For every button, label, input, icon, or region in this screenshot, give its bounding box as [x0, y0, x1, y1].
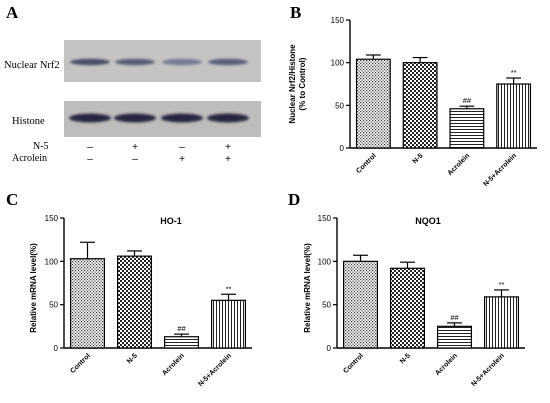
- y-axis-label-b-0: Nuclear Nrf2/Histone: [288, 44, 297, 124]
- panel-letter-b: B: [290, 3, 301, 22]
- western-blot: Nuclear Nrf2 Histone N-5 Acrolein – + – +– –…: [4, 40, 261, 165]
- sign-1-1: –: [87, 142, 93, 153]
- treatment-label-n5: N-5: [33, 141, 49, 152]
- panel-letter-a: A: [6, 3, 19, 22]
- chart-c: 0 50 100 150 Relative mRNA level(%) HO-1 Contr…: [29, 214, 252, 388]
- histone-band-3: [161, 113, 203, 123]
- category-label-d-2: N-5: [399, 352, 412, 365]
- y-axis-label-d-0: Relative mRNA level(%): [303, 243, 312, 333]
- y-tick-label-b-2: 100: [331, 59, 345, 68]
- bar-c-1: [69, 258, 106, 349]
- y-tick-label-d-2: 100: [318, 257, 332, 266]
- significance-d-4: **: [499, 280, 505, 289]
- bar-d-1: [342, 260, 379, 349]
- nrf2-band-2: [115, 58, 155, 66]
- histone-band-4: [207, 113, 249, 123]
- nrf2-bands: [70, 58, 248, 66]
- category-label-b-3: Acrolein: [447, 152, 472, 177]
- bar-d-4: [483, 296, 520, 349]
- significance-b-4: **: [511, 68, 517, 77]
- bar-c-3: [163, 336, 200, 349]
- category-label-b-4: N-5+Acrolein: [482, 152, 518, 188]
- category-label-b-1: Control: [355, 152, 378, 175]
- nrf2-band-4: [208, 58, 248, 66]
- sign-2-3: +: [179, 154, 185, 165]
- category-label-b-2: N-5: [412, 152, 425, 165]
- bar-d-2: [389, 267, 426, 349]
- nrf2-band-1: [70, 58, 110, 66]
- y-tick-label-c-3: 150: [45, 214, 59, 223]
- bar-b-1: [355, 58, 391, 149]
- bar-c-4: [210, 299, 247, 349]
- sign-1-2: +: [132, 142, 138, 153]
- nrf2-band-3: [162, 58, 202, 66]
- significance-c-4: **: [226, 284, 232, 293]
- y-tick-label-d-0: 0: [327, 344, 332, 353]
- histone-bands: [69, 113, 249, 123]
- sign-2-4: +: [225, 154, 231, 165]
- bar-d-3: [436, 325, 473, 349]
- y-tick-label-d-1: 50: [322, 301, 331, 310]
- sign-2-2: –: [132, 154, 138, 165]
- bar-c-2: [116, 255, 153, 349]
- chart-title-c: HO-1: [160, 216, 182, 226]
- histone-band-2: [114, 113, 156, 123]
- y-axis-label-b-1: (% to Control): [298, 57, 307, 110]
- bar-b-4: [496, 83, 532, 149]
- category-label-d-4: N-5+Acrolein: [470, 352, 506, 388]
- chart-d: 0 50 100 150 Relative mRNA level(%) NQO1 Contr…: [303, 214, 525, 388]
- y-tick-label-c-0: 0: [54, 344, 59, 353]
- significance-b-3: ##: [463, 96, 472, 105]
- category-label-c-4: N-5+Acrolein: [197, 352, 233, 388]
- category-label-c-1: Control: [69, 352, 92, 375]
- sign-2-1: –: [87, 154, 93, 165]
- y-axis-label-c-0: Relative mRNA level(%): [29, 243, 38, 333]
- significance-d-3: ##: [450, 313, 459, 322]
- category-label-d-3: Acrolein: [434, 352, 459, 377]
- blot-label-nrf2: Nuclear Nrf2: [4, 60, 60, 71]
- y-tick-label-d-3: 150: [318, 214, 332, 223]
- histone-band-1: [69, 113, 111, 123]
- y-tick-label-b-1: 50: [335, 101, 344, 110]
- y-tick-label-c-2: 100: [45, 257, 59, 266]
- chart-title-d: NQO1: [415, 216, 441, 226]
- y-tick-label-c-1: 50: [49, 301, 58, 310]
- treatment-signs: – + – +– – + +: [87, 142, 231, 165]
- panel-letter-d: D: [288, 190, 300, 209]
- bar-b-2: [402, 62, 438, 149]
- category-label-d-1: Control: [342, 352, 365, 375]
- chart-b: 0 50 100 150 Nuclear Nrf2/Histone (% to Contr…: [288, 16, 537, 188]
- significance-c-3: ##: [177, 324, 186, 333]
- y-tick-label-b-3: 150: [331, 16, 345, 25]
- sign-1-4: +: [225, 142, 231, 153]
- sign-1-3: –: [179, 142, 185, 153]
- blot-label-histone: Histone: [12, 116, 45, 127]
- category-label-c-3: Acrolein: [161, 352, 186, 377]
- treatment-label-acrolein: Acrolein: [12, 153, 47, 164]
- bar-b-3: [449, 108, 485, 149]
- panel-letter-c: C: [6, 190, 18, 209]
- category-label-c-2: N-5: [126, 352, 139, 365]
- y-tick-label-b-0: 0: [340, 144, 345, 153]
